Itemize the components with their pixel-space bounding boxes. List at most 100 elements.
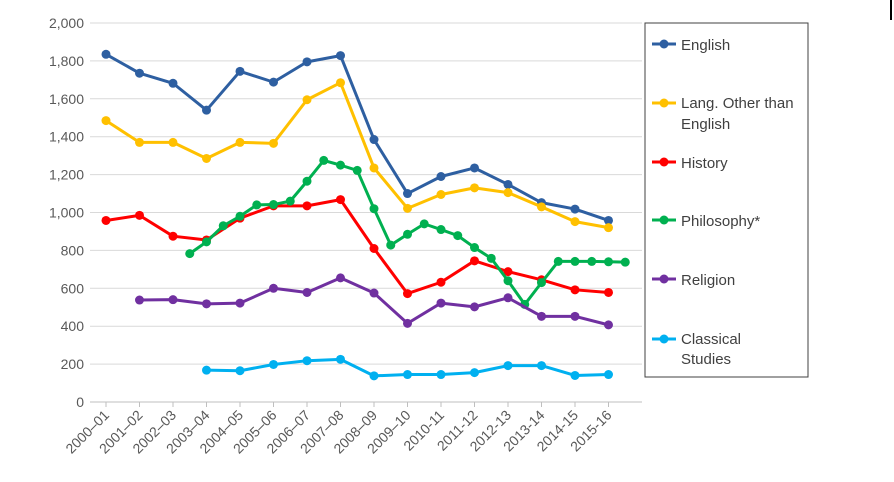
data-point-classical-studies xyxy=(470,368,479,378)
legend-label-line: English xyxy=(681,116,730,133)
data-point-english xyxy=(202,105,211,115)
data-point-religion xyxy=(302,287,312,297)
data-point-religion xyxy=(269,283,278,293)
series-history xyxy=(101,195,613,299)
data-point-english xyxy=(570,204,580,214)
data-point-philosophy xyxy=(587,256,597,266)
data-point-classical-studies xyxy=(503,361,513,371)
data-point-classical-studies xyxy=(336,354,345,364)
data-point-history xyxy=(302,201,312,211)
data-point-religion xyxy=(336,273,345,283)
data-point-philosophy xyxy=(269,200,278,210)
legend-label-line: Classical xyxy=(681,331,741,348)
data-point-philosophy xyxy=(537,278,546,288)
data-point-classical-studies xyxy=(202,365,211,375)
y-axis-ticks: 0 200 400 600 800 1,000 1,200 1,400 1,600 1,800 2,… xyxy=(49,15,84,410)
data-point-philosophy xyxy=(235,211,245,221)
data-point-philosophy xyxy=(252,200,262,210)
y-tick-label: 1,400 xyxy=(49,129,84,145)
data-point-religion xyxy=(202,299,211,309)
data-point-classical-studies xyxy=(235,366,245,376)
data-point-english xyxy=(369,135,379,145)
data-point-philosophy xyxy=(336,160,345,170)
legend-box xyxy=(644,22,809,378)
data-point-classical-studies xyxy=(537,361,546,371)
legend-label: Philosophy* xyxy=(681,213,760,230)
data-point-philosophy xyxy=(620,257,630,267)
series-religion xyxy=(135,273,613,330)
window-edge-marker xyxy=(890,0,892,20)
data-point-philosophy xyxy=(436,225,446,235)
data-point-philosophy xyxy=(403,229,412,239)
y-tick-label: 0 xyxy=(76,394,84,410)
series-line-english xyxy=(105,52,609,222)
legend-swatch-marker xyxy=(659,215,669,225)
legend-label: Religion xyxy=(681,272,735,289)
data-point-lang-other-than-english xyxy=(403,203,412,213)
data-point-religion xyxy=(436,298,446,308)
legend-swatch-marker xyxy=(659,98,669,108)
data-point-religion xyxy=(168,295,178,305)
legend-label: English xyxy=(681,37,730,54)
legend: English Lang. Other than English History Phi… xyxy=(644,22,809,378)
series-line-history xyxy=(105,198,609,296)
legend-label-line: Studies xyxy=(681,351,731,368)
series-lang-other-than-english xyxy=(101,78,613,233)
series-line-lang-other-than-english xyxy=(105,81,609,230)
y-tick-label: 1,000 xyxy=(49,205,84,221)
y-tick-label: 400 xyxy=(61,318,85,334)
data-point-lang-other-than-english xyxy=(269,138,278,148)
data-point-classical-studies xyxy=(403,370,412,380)
data-point-religion xyxy=(135,295,144,305)
data-point-philosophy xyxy=(486,253,496,263)
data-point-religion xyxy=(604,320,613,330)
data-point-religion xyxy=(537,311,546,321)
gridlines xyxy=(90,22,642,403)
data-point-lang-other-than-english xyxy=(336,78,345,88)
data-point-lang-other-than-english xyxy=(235,137,245,147)
data-point-lang-other-than-english xyxy=(302,95,312,105)
data-point-religion xyxy=(403,318,412,328)
data-point-english xyxy=(403,189,412,199)
data-point-english xyxy=(269,77,278,87)
data-point-history xyxy=(369,244,379,254)
data-point-lang-other-than-english xyxy=(570,217,580,227)
data-point-philosophy xyxy=(218,221,228,231)
data-point-religion xyxy=(570,311,580,321)
legend-label: History xyxy=(681,155,728,172)
data-point-religion xyxy=(503,293,513,303)
data-point-english xyxy=(503,179,513,189)
y-tick-label: 600 xyxy=(61,280,85,296)
legend-swatch-marker xyxy=(659,334,669,344)
legend-swatch-marker xyxy=(659,157,669,167)
series-classical-studies xyxy=(202,354,613,381)
data-point-lang-other-than-english xyxy=(503,188,513,198)
data-point-philosophy xyxy=(302,176,312,186)
y-tick-label: 200 xyxy=(61,356,85,372)
series-group xyxy=(101,49,630,381)
data-point-english xyxy=(336,51,345,61)
data-point-philosophy xyxy=(352,165,362,175)
data-point-history xyxy=(101,215,111,225)
legend-item-history: History xyxy=(652,155,728,172)
data-point-classical-studies xyxy=(436,370,446,380)
data-point-history xyxy=(135,210,144,220)
data-point-philosophy xyxy=(570,256,580,266)
data-point-english xyxy=(302,57,312,67)
data-point-english xyxy=(235,66,245,76)
data-point-classical-studies xyxy=(302,356,312,366)
data-point-lang-other-than-english xyxy=(135,137,144,147)
data-point-lang-other-than-english xyxy=(369,163,379,173)
data-point-lang-other-than-english xyxy=(168,137,178,147)
data-point-religion xyxy=(369,288,379,298)
data-point-philosophy xyxy=(453,231,463,241)
data-point-religion xyxy=(235,298,245,308)
data-point-philosophy xyxy=(419,219,429,229)
legend-swatch-marker xyxy=(659,274,669,284)
data-point-classical-studies xyxy=(269,359,278,369)
data-point-classical-studies xyxy=(604,370,613,380)
data-point-history xyxy=(470,256,479,266)
data-point-history xyxy=(168,231,178,241)
data-point-classical-studies xyxy=(369,371,379,381)
data-point-philosophy xyxy=(202,237,211,247)
